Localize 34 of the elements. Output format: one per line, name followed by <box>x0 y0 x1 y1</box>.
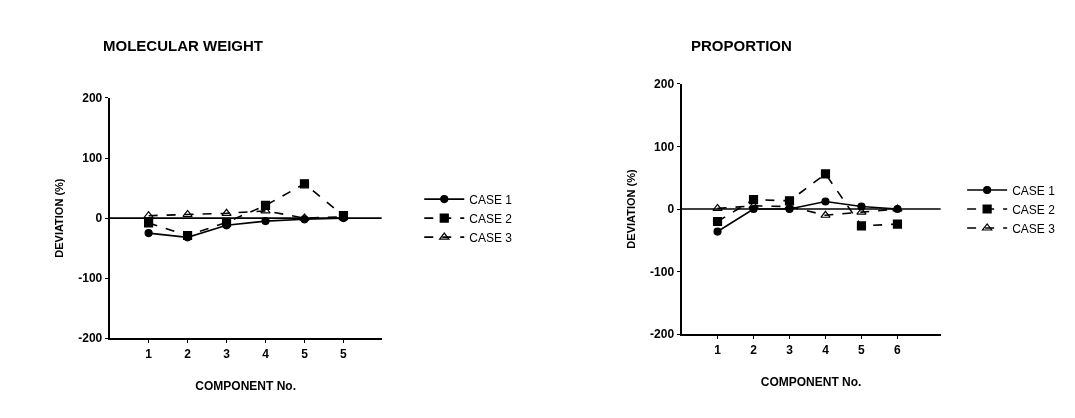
legend-label: CASE 1 <box>1012 183 1056 198</box>
x-tick-label: 2 <box>750 342 758 357</box>
y-tick-label: -200 <box>78 331 103 346</box>
x-tick-label: 5 <box>858 342 866 357</box>
legend-label: CASE 3 <box>1012 221 1056 236</box>
x-tick-label: 5 <box>340 346 348 361</box>
x-tick-label: 4 <box>822 342 830 357</box>
y-axis-title: DEVIATION (%) <box>53 178 66 258</box>
legend-label: CASE 3 <box>469 230 513 245</box>
x-tick-label: 5 <box>301 346 309 361</box>
y-tick-label: 200 <box>654 76 675 91</box>
y-tick-label: -100 <box>78 271 103 286</box>
y-tick-label: 0 <box>95 211 103 226</box>
x-axis-title: COMPONENT No. <box>760 375 862 390</box>
x-tick-label: 1 <box>714 342 722 357</box>
y-axis-title: DEVIATION (%) <box>625 169 638 249</box>
x-tick-label: 1 <box>145 346 153 361</box>
x-tick-label: 4 <box>262 346 270 361</box>
y-tick-label: 0 <box>667 202 675 217</box>
x-axis-title: COMPONENT No. <box>195 379 296 394</box>
chart-title: PROPORTION <box>691 37 792 54</box>
chart-title: MOLECULAR WEIGHT <box>103 37 263 54</box>
x-tick-label: 6 <box>894 342 902 357</box>
legend-label: CASE 1 <box>469 192 513 207</box>
y-tick-label: 100 <box>82 151 103 166</box>
legend-label: CASE 2 <box>1012 202 1056 217</box>
y-tick-label: 200 <box>82 91 103 106</box>
x-tick-label: 3 <box>786 342 794 357</box>
y-tick-label: -200 <box>650 327 675 342</box>
y-tick-label: -100 <box>650 264 675 279</box>
x-tick-label: 2 <box>184 346 192 361</box>
y-tick-label: 100 <box>654 139 675 154</box>
legend-label: CASE 2 <box>469 211 513 226</box>
x-tick-label: 3 <box>223 346 231 361</box>
